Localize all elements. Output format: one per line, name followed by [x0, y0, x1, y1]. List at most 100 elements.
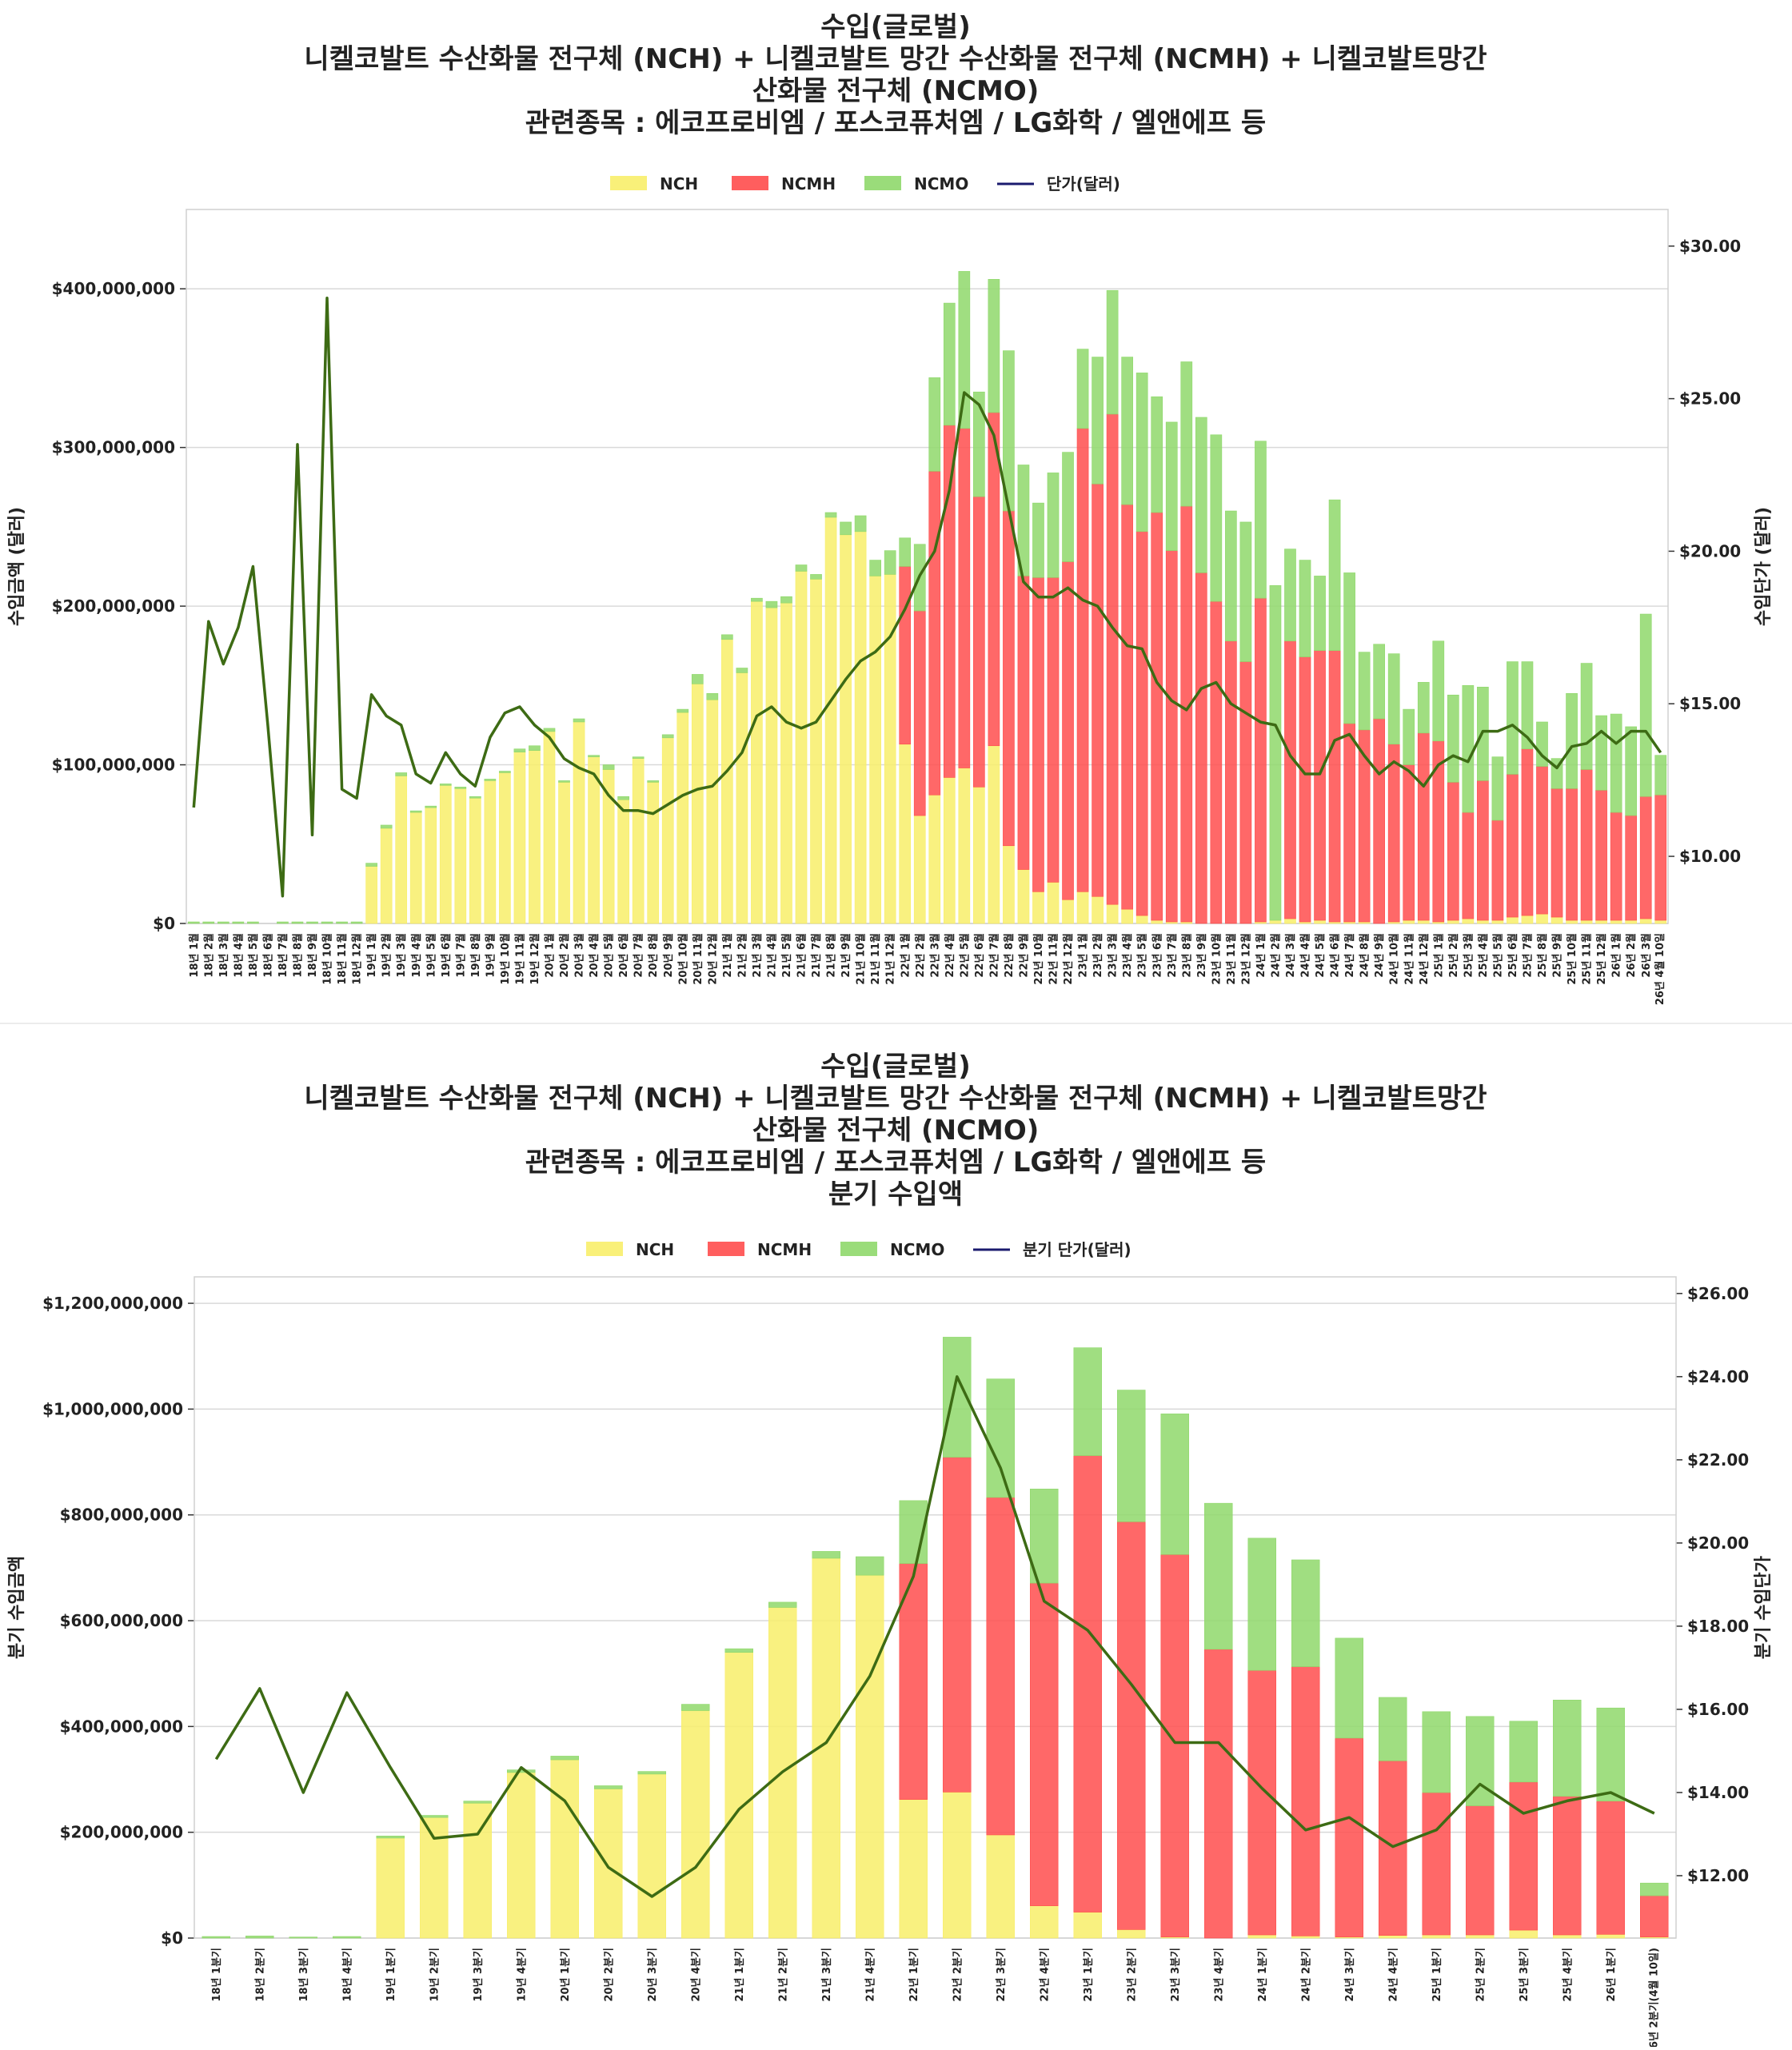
x-tick-label: 25년 5월 — [1491, 933, 1504, 978]
x-tick-label: 22년 12월 — [1062, 933, 1075, 985]
bar-ncmo — [691, 674, 704, 684]
bar-nch — [1580, 919, 1593, 924]
bar-ncmo — [1432, 640, 1445, 742]
bar-ncmo — [1422, 1711, 1451, 1793]
chart-title-line: 수입(글로벌) — [820, 1051, 970, 1083]
bar-ncmo — [1073, 1347, 1102, 1456]
bar-ncmo — [1491, 756, 1504, 821]
bar-ncmo — [1580, 663, 1593, 770]
bar-ncmh — [1639, 796, 1652, 919]
bar-nch — [988, 745, 1000, 924]
x-tick-label: 22년 9월 — [1017, 933, 1030, 978]
x-tick-label: 20년 9월 — [662, 933, 675, 978]
x-tick-label: 23년 1분기 — [1083, 1948, 1095, 2002]
x-tick-label: 19년 11월 — [513, 933, 526, 985]
bar-ncmo — [736, 668, 748, 673]
bar-ncmo — [1639, 613, 1652, 797]
bar-ncmh — [1625, 815, 1638, 921]
bar-nch — [409, 812, 422, 924]
x-tick-label: 18년 2월 — [202, 933, 215, 978]
bar-nch — [1073, 1912, 1102, 1939]
bar-ncmo — [469, 796, 481, 799]
x-tick-label: 24년 3분기 — [1344, 1948, 1356, 2002]
bar-nch — [1314, 919, 1326, 924]
bar-ncmh — [1062, 561, 1074, 900]
bar-ncmo — [617, 796, 629, 800]
bar-nch — [943, 1792, 972, 1939]
y2-tick-label: $14.00 — [1687, 1783, 1749, 1802]
bar-nch — [1117, 1929, 1146, 1939]
bar-nch — [1509, 1929, 1538, 1939]
bar-ncmo — [824, 512, 837, 518]
x-tick-label: 18년 4분기 — [342, 1948, 354, 2002]
bar-ncmo — [1654, 755, 1667, 796]
bar-ncmh — [1003, 510, 1015, 847]
legend-label: 단가(달러) — [1047, 174, 1120, 193]
bar-nch — [1092, 895, 1104, 924]
bar-ncmh — [943, 1457, 972, 1793]
bar-nch — [1032, 891, 1044, 924]
x-tick-label: 23년 7월 — [1166, 933, 1179, 978]
x-tick-label: 23년 2분기 — [1127, 1948, 1139, 2002]
bar-ncmo — [1151, 396, 1163, 513]
x-tick-label: 20년 4월 — [588, 933, 601, 978]
bar-nch — [1610, 919, 1622, 924]
x-tick-label: 24년 7월 — [1343, 933, 1356, 978]
bar-nch — [1403, 919, 1415, 924]
x-tick-label: 19년 4월 — [410, 933, 423, 978]
x-tick-label: 20년 3분기 — [647, 1948, 659, 2002]
bar-ncmo — [1210, 434, 1223, 602]
bar-nch — [765, 607, 778, 924]
x-tick-label: 18년 5월 — [247, 933, 260, 978]
x-tick-label: 18년 1월 — [188, 933, 201, 978]
bar-ncmh — [1165, 550, 1178, 923]
bar-nch — [854, 531, 867, 924]
x-tick-label: 25년 1분기 — [1431, 1948, 1443, 2002]
bar-ncmh — [1255, 597, 1267, 923]
bar-ncmh — [1580, 769, 1593, 921]
x-tick-label: 21년 10월 — [855, 933, 868, 985]
bar-ncmo — [409, 810, 422, 813]
bar-nch — [1379, 1935, 1407, 1939]
chart-title-line: 산화물 전구체 (NCMO) — [752, 75, 1040, 107]
x-tick-label: 21년 3분기 — [821, 1948, 833, 2002]
x-tick-label: 24년 1분기 — [1257, 1948, 1269, 2002]
bar-ncmo — [1204, 1502, 1233, 1650]
y2-tick-label: $25.00 — [1679, 389, 1741, 409]
bar-ncmo — [558, 780, 570, 783]
bar-ncmo — [1403, 708, 1415, 765]
bar-ncmo — [245, 1936, 274, 1939]
x-tick-label: 20년 1분기 — [560, 1948, 572, 2002]
x-tick-label: 22년 1분기 — [908, 1948, 920, 2002]
y2-tick-label: $12.00 — [1687, 1866, 1749, 1885]
bar-ncmh — [1447, 782, 1459, 921]
x-tick-label: 19년 9월 — [484, 933, 497, 978]
bar-ncmo — [632, 756, 645, 759]
x-tick-label: 24년 5월 — [1314, 933, 1327, 978]
bar-ncmo — [1566, 692, 1578, 789]
bar-ncmo — [1343, 572, 1355, 724]
y-tick-label: $200,000,000 — [52, 596, 175, 616]
y-tick-label: $1,000,000,000 — [42, 1399, 183, 1418]
bar-ncmh — [1073, 1455, 1102, 1912]
bar-ncmo — [602, 764, 615, 770]
bar-nch — [724, 1652, 753, 1939]
bar-nch — [543, 731, 556, 924]
y2-axis-label: 분기 수입단가 — [1754, 1556, 1774, 1659]
bar-ncmo — [647, 780, 660, 783]
bar-nch — [1151, 919, 1163, 924]
x-tick-label: 18년 7월 — [277, 933, 289, 978]
bar-ncmo — [594, 1785, 623, 1789]
x-tick-label: 24년 8월 — [1359, 933, 1371, 978]
x-tick-label: 25년 3월 — [1462, 933, 1475, 978]
bar-ncmo — [291, 921, 304, 924]
y-tick-label: $300,000,000 — [52, 438, 175, 457]
x-tick-label: 22년 11월 — [1048, 933, 1060, 985]
y-tick-label: $1,200,000,000 — [42, 1294, 183, 1313]
bar-nch — [484, 780, 497, 924]
bar-ncmo — [499, 771, 511, 773]
x-tick-label: 25년 4월 — [1477, 933, 1490, 978]
x-tick-label: 20년 4분기 — [691, 1948, 703, 2002]
bar-ncmh — [1595, 790, 1607, 921]
legend-label: NCMH — [781, 174, 836, 193]
